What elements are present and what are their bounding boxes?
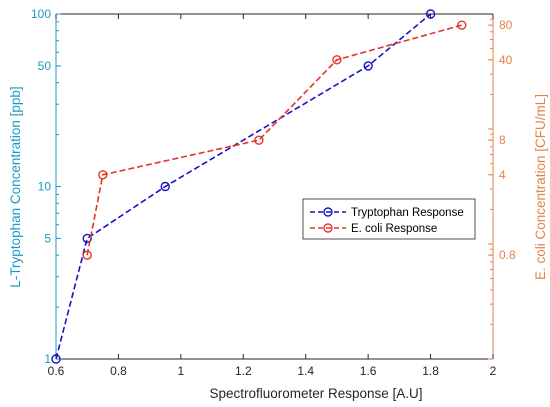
data-point-ecoli	[98, 170, 108, 180]
x-tick-label: 1.8	[422, 364, 439, 378]
x-tick-label: 0.8	[110, 364, 127, 378]
data-point-ecoli	[254, 135, 264, 145]
right-y-axis: 0.8 4 8 40 80	[488, 14, 516, 360]
x-tick-label: 1.6	[360, 364, 377, 378]
legend: Tryptophan Response E. coli Response	[302, 198, 476, 240]
data-point-tryptophan	[160, 181, 170, 192]
data-point-ecoli	[82, 250, 92, 260]
legend-marker-tryptophan	[323, 207, 333, 217]
right-y-axis-label: E. coli Concentration [CFU/mL]	[533, 94, 548, 280]
right-tick-label: 0.8	[499, 248, 516, 262]
right-tick-label: 4	[499, 168, 506, 182]
left-y-axis: 1 5 10 50 100	[31, 7, 61, 366]
right-tick-label: 40	[499, 53, 513, 67]
data-point-ecoli	[332, 55, 342, 65]
x-tick-label: 2	[490, 364, 497, 378]
data-point-tryptophan	[82, 233, 92, 244]
left-tick-label: 10	[38, 180, 52, 194]
left-y-axis-label: L-Tryptophan Concentration [ppb]	[8, 86, 23, 287]
series-line-tryptophan	[55, 13, 432, 360]
x-tick-label: 0.6	[48, 364, 65, 378]
legend-box	[302, 198, 476, 240]
plot-frame	[56, 13, 493, 360]
legend-label-ecoli: E. coli Response	[351, 223, 437, 235]
x-axis: 0.6 0.8 1 1.2 1.4 1.6 1.8 2	[48, 14, 497, 378]
data-point-tryptophan	[363, 61, 373, 71]
data-point-tryptophan	[425, 9, 436, 19]
series-layer	[51, 9, 467, 364]
right-tick-label: 8	[499, 133, 506, 147]
data-point-ecoli	[457, 20, 467, 30]
legend-label-tryptophan: Tryptophan Response	[351, 207, 464, 219]
right-tick-label: 80	[499, 18, 513, 32]
x-tick-label: 1.2	[235, 364, 252, 378]
left-tick-label: 100	[31, 7, 51, 21]
left-tick-label: 5	[44, 231, 51, 245]
left-tick-label: 50	[38, 59, 52, 73]
legend-marker-ecoli	[323, 223, 333, 233]
data-point-tryptophan	[51, 354, 61, 364]
left-tick-label: 1	[44, 352, 51, 366]
series-line-ecoli	[86, 24, 463, 256]
x-axis-label: Spectrofluorometer Response [A.U]	[209, 386, 422, 401]
x-tick-label: 1.4	[297, 364, 314, 378]
x-tick-label: 1	[178, 364, 185, 378]
